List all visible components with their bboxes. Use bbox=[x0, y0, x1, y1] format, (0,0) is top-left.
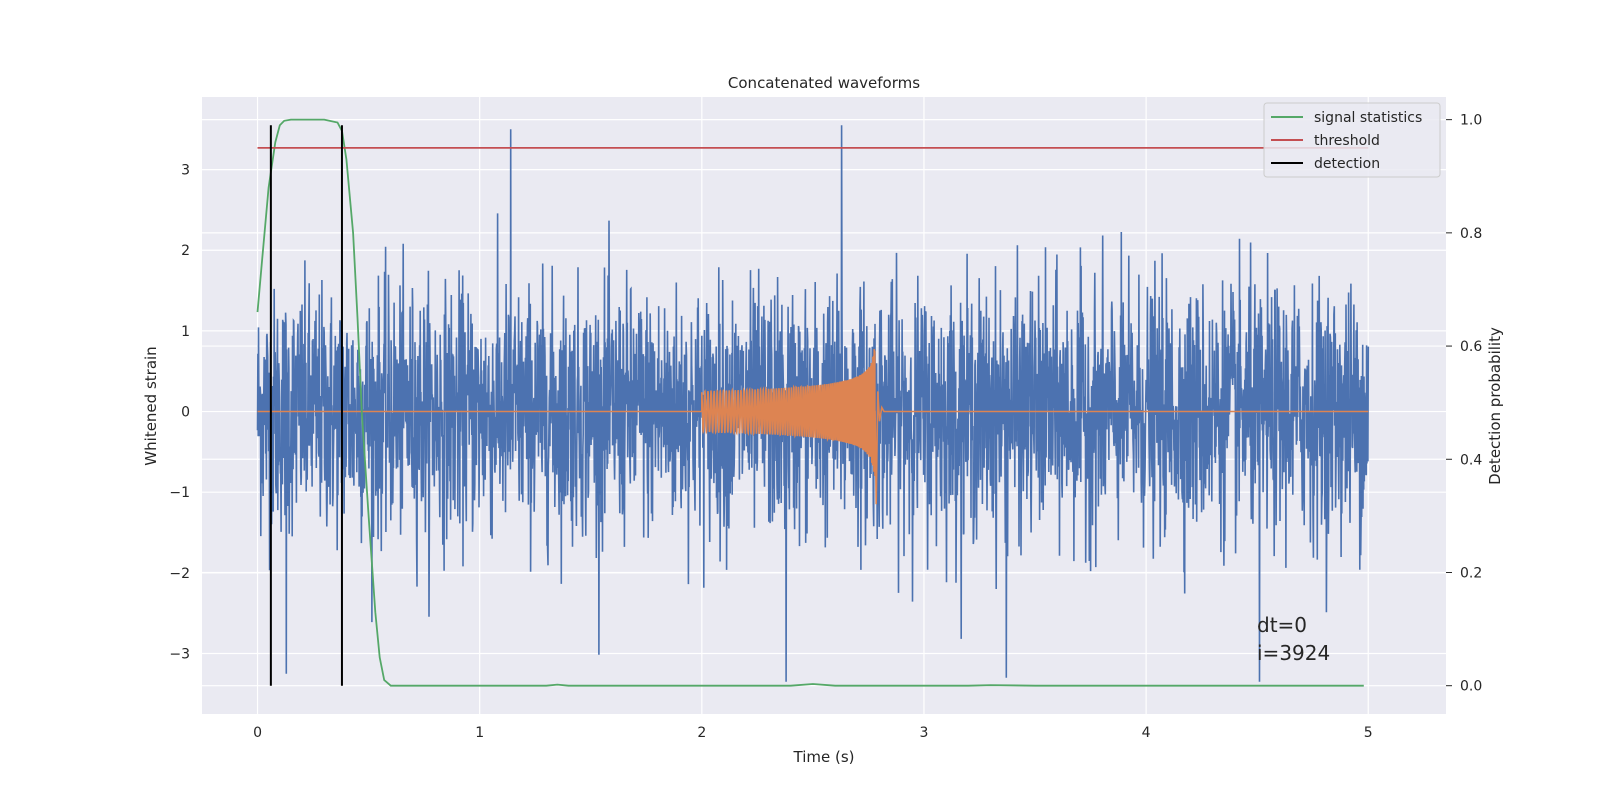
y2-tick-label: 1.0 bbox=[1460, 113, 1482, 129]
y2-axis-label: Detection probability bbox=[1486, 327, 1504, 485]
series-signal-statistics bbox=[256, 118, 1364, 687]
legend: signal statistics threshold detection bbox=[1263, 102, 1441, 178]
axes-layer: 0 1 2 3 4 5 −3 −2 −1 0 1 2 3 0.0 0.2 0.4 0.6 0.8 1.0 bbox=[169, 113, 1482, 741]
chart-title: Concatenated waveforms bbox=[728, 74, 920, 92]
legend-label-threshold: threshold bbox=[1314, 133, 1380, 149]
y2-tick-label: 0.4 bbox=[1460, 452, 1482, 468]
y-tick-label: 3 bbox=[181, 163, 190, 179]
y-tick-label: −1 bbox=[169, 485, 190, 501]
x-tick-label: 1 bbox=[475, 725, 484, 741]
x-tick-label: 2 bbox=[697, 725, 706, 741]
legend-label-signal-statistics: signal statistics bbox=[1314, 110, 1422, 126]
series-waveform-chirp bbox=[257, 349, 1369, 505]
y2-tick-label: 0.0 bbox=[1460, 679, 1482, 695]
y-tick-label: 1 bbox=[181, 324, 190, 340]
x-tick-label: 3 bbox=[920, 725, 929, 741]
x-tick-label: 5 bbox=[1364, 725, 1373, 741]
y2-tick-label: 0.6 bbox=[1460, 339, 1482, 355]
y-tick-label: −3 bbox=[169, 647, 190, 663]
annotation-index: i=3924 bbox=[1257, 641, 1330, 665]
x-axis-label: Time (s) bbox=[793, 748, 855, 766]
y-tick-label: 0 bbox=[181, 405, 190, 421]
legend-label-detection: detection bbox=[1314, 156, 1380, 172]
y2-tick-label: 0.8 bbox=[1460, 226, 1482, 242]
x-tick-label: 0 bbox=[253, 725, 262, 741]
y-axis-label: Whitened strain bbox=[142, 346, 160, 465]
data-layer bbox=[256, 118, 1370, 687]
y-tick-label: −2 bbox=[169, 566, 190, 582]
y2-tick-label: 0.2 bbox=[1460, 565, 1482, 581]
legend-frame bbox=[1263, 102, 1441, 178]
annotation-dt: dt=0 bbox=[1257, 613, 1307, 637]
y-tick-label: 2 bbox=[181, 243, 190, 259]
x-tick-label: 4 bbox=[1142, 725, 1151, 741]
